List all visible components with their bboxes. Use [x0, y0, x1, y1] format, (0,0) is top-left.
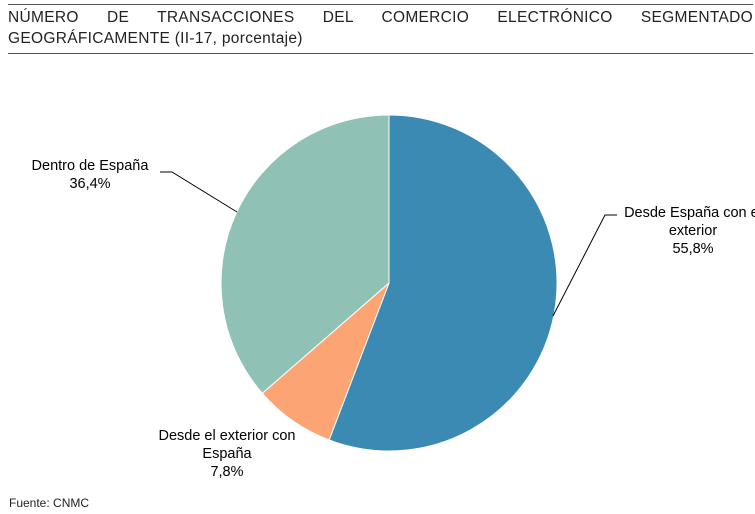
source-note: Fuente: CNMC — [9, 496, 90, 510]
value-label: 7,8% — [210, 464, 244, 480]
chart-title: NÚMERO DE TRANSACCIONES DEL COMERCIO ELE… — [8, 4, 753, 54]
value-label: 36,4% — [69, 176, 111, 192]
category-label: Desde el exterior con España — [158, 428, 296, 462]
pie — [220, 114, 558, 452]
leader-line — [552, 214, 617, 317]
slice-label: Dentro de España 36,4% — [15, 157, 165, 193]
slice-label: Desde el exterior con España 7,8% — [158, 427, 296, 481]
category-label: Dentro de España — [31, 158, 149, 174]
category-label: Desde España con el exterior — [624, 205, 755, 239]
value-label: 55,8% — [672, 241, 714, 257]
leader-line — [160, 171, 238, 213]
slice-label: Desde España con el exterior 55,8% — [618, 204, 755, 258]
pie-slice — [220, 114, 390, 395]
